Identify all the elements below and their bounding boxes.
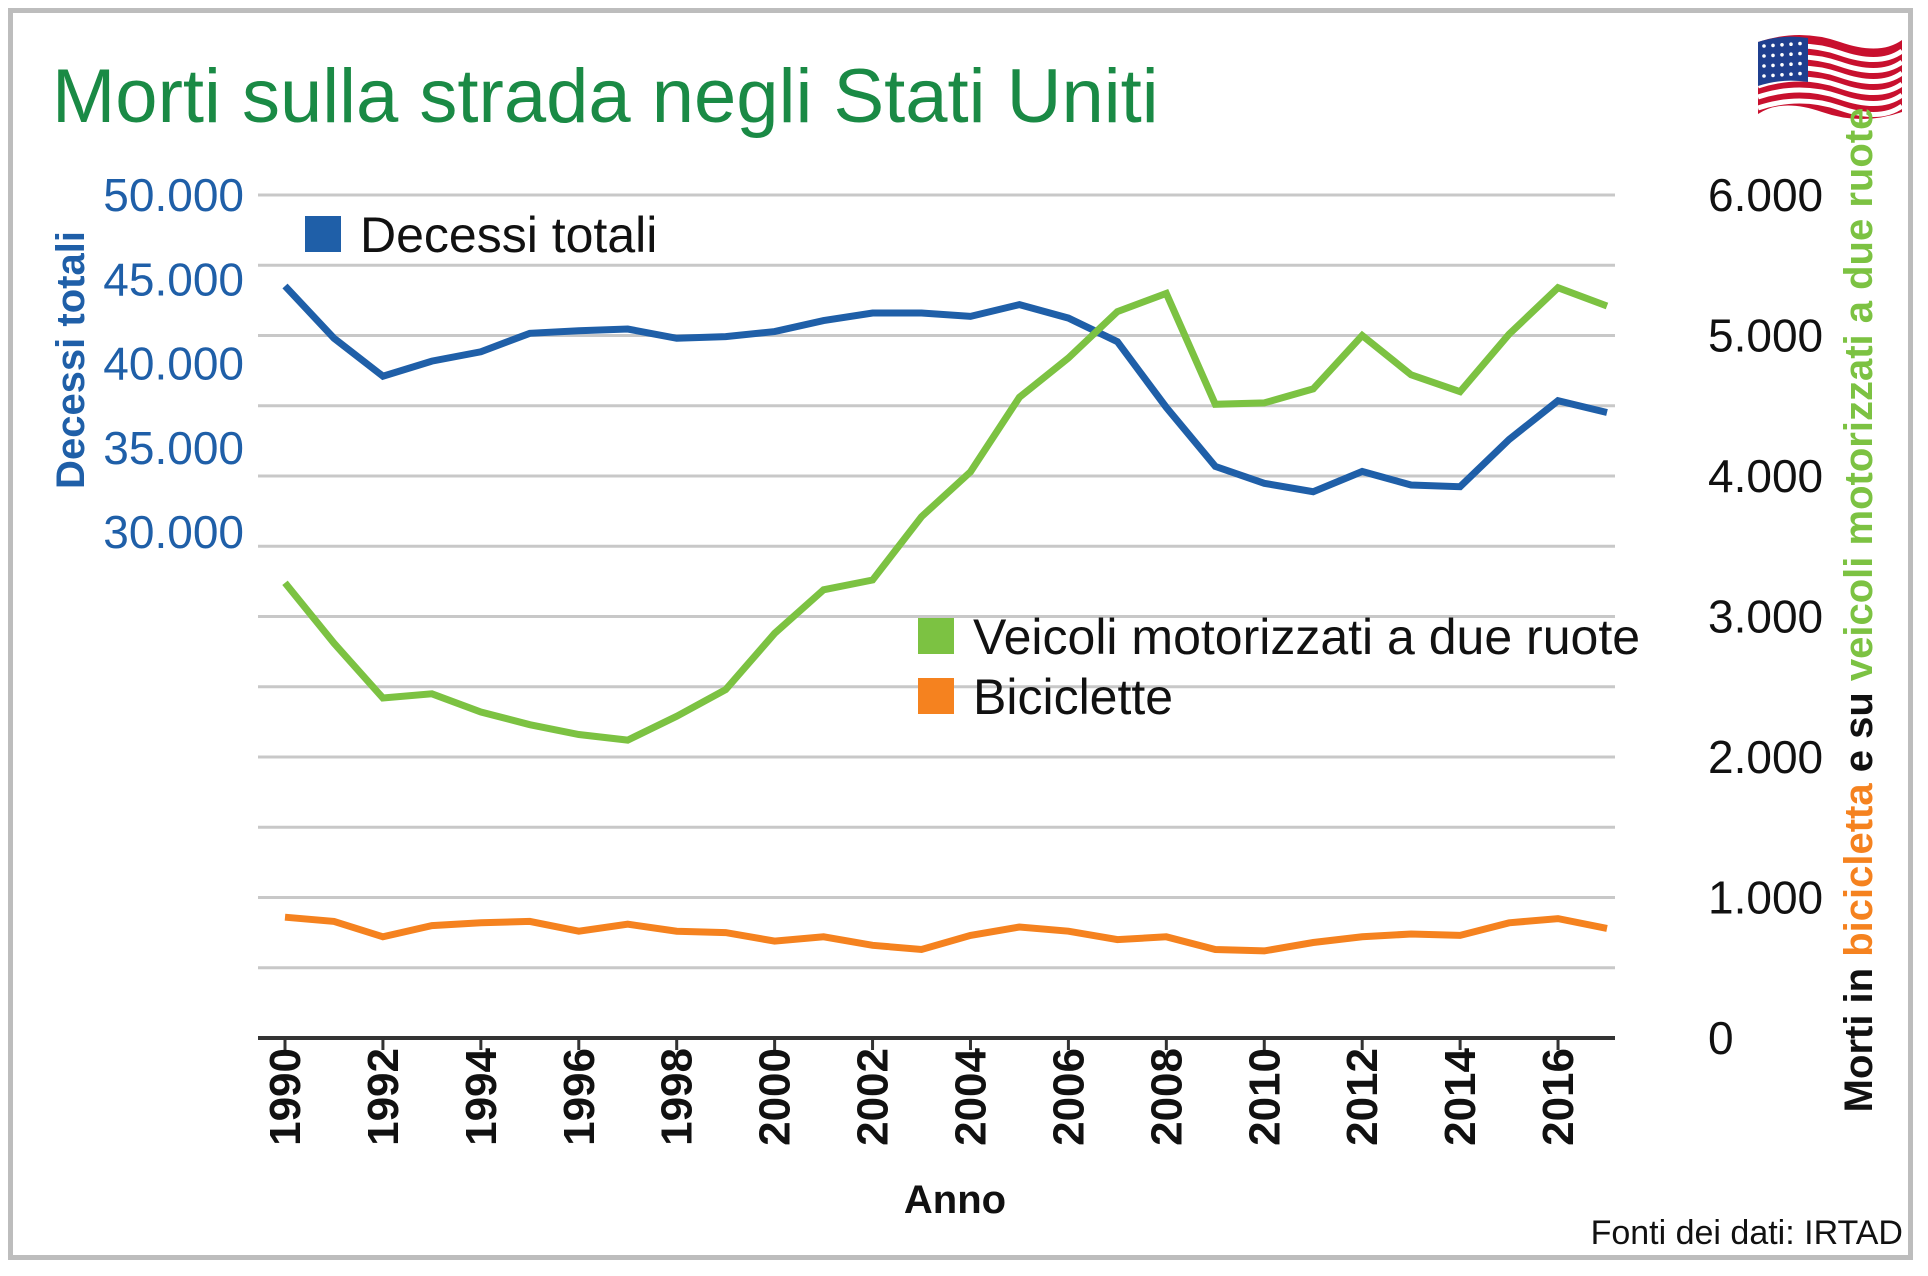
- right-axis-title-part-4: veicoli motorizzati a due ruote: [1837, 108, 1881, 681]
- x-tick-label: 1994: [457, 1047, 506, 1145]
- legend-swatch-bicycle: [918, 678, 954, 714]
- left-axis-title: Decessi totali: [49, 231, 93, 489]
- left-tick-label: 45.000: [103, 253, 244, 305]
- legend-swatch-total: [305, 216, 341, 252]
- series-line-motorcycle: [282, 283, 1609, 744]
- legend-label-bicycle: Biciclette: [973, 669, 1173, 725]
- left-tick-label: 50.000: [103, 169, 244, 221]
- x-tick-label: 2006: [1044, 1048, 1093, 1146]
- legend-label-motorcycle: Veicoli motorizzati a due ruote: [973, 609, 1640, 665]
- right-axis-title-part-3: e su: [1837, 681, 1881, 783]
- source-note: Fonti dei dati: IRTAD: [1591, 1214, 1903, 1252]
- flag-star: [1798, 51, 1802, 56]
- right-tick-label: 5.000: [1708, 310, 1823, 362]
- flag-star: [1798, 71, 1802, 76]
- flag-star: [1771, 43, 1775, 48]
- flag-star: [1771, 63, 1775, 68]
- flag-stripe: [1757, 98, 1904, 118]
- right-tick-label: 3.000: [1708, 591, 1823, 643]
- right-tick-label: 6.000: [1708, 169, 1823, 221]
- right-axis-title-part-2: bicicletta: [1837, 783, 1881, 957]
- flag-star: [1762, 44, 1766, 48]
- right-tick-label: 4.000: [1708, 450, 1823, 502]
- x-tick-label: 2000: [751, 1048, 800, 1146]
- flag-star: [1798, 41, 1802, 46]
- left-tick-label: 40.000: [103, 338, 244, 390]
- right-tick-label: 0: [1708, 1012, 1734, 1064]
- flag-star: [1789, 42, 1793, 46]
- series-line-total: [282, 283, 1608, 496]
- x-axis-ticks: 1990 1992 1994 1996 1998 2000 2002 2004 2006 2008…: [261, 1038, 1583, 1146]
- series-line-bicycle: [284, 913, 1608, 955]
- flag-star: [1798, 61, 1802, 66]
- x-tick-label: 1998: [653, 1048, 702, 1146]
- legend-label-total: Decessi totali: [360, 207, 657, 263]
- x-tick-label: 2002: [849, 1048, 898, 1146]
- x-tick-label: 2012: [1338, 1048, 1387, 1146]
- gridlines: [258, 193, 1615, 1040]
- x-axis-title: Anno: [904, 1178, 1006, 1222]
- x-tick-label: 2016: [1534, 1048, 1583, 1146]
- flag-star: [1789, 52, 1793, 56]
- x-tick-label: 1992: [359, 1048, 408, 1146]
- left-tick-label: 30.000: [103, 506, 244, 558]
- flag-star: [1771, 53, 1775, 58]
- flag-star: [1762, 54, 1766, 58]
- flag-star: [1789, 62, 1793, 66]
- flag-star: [1780, 63, 1784, 67]
- right-axis-title: Morti in bicicletta e su veicoli motoriz…: [1837, 108, 1881, 1113]
- series-lines: [282, 283, 1609, 955]
- flag-star: [1771, 73, 1775, 78]
- flag-star: [1780, 53, 1784, 57]
- x-tick-label: 2004: [946, 1047, 995, 1145]
- x-tick-label: 2008: [1142, 1048, 1191, 1146]
- chart-title: Morti sulla strada negli Stati Uniti: [52, 54, 1159, 139]
- flag-star: [1762, 64, 1766, 68]
- left-axis-ticks: 50.000 45.000 40.000 35.000 30.000: [103, 169, 244, 558]
- left-tick-label: 35.000: [103, 422, 244, 474]
- right-axis-ticks: 6.000 5.000 4.000 3.000 2.000 1.000 0: [1708, 169, 1823, 1064]
- x-tick-label: 2014: [1436, 1047, 1485, 1145]
- us-flag-icon: [1757, 35, 1904, 119]
- flag-star: [1762, 74, 1766, 78]
- x-tick-label: 1990: [261, 1048, 310, 1146]
- flag-star: [1789, 72, 1793, 76]
- flag-star: [1780, 73, 1784, 77]
- right-axis-title-part-1: Morti in: [1837, 957, 1881, 1113]
- legend-swatch-motorcycle: [918, 618, 954, 654]
- right-tick-label: 2.000: [1708, 731, 1823, 783]
- x-tick-label: 2010: [1240, 1048, 1289, 1146]
- flag-star: [1780, 43, 1784, 47]
- x-tick-label: 1996: [555, 1048, 604, 1146]
- flag-stripe: [1757, 87, 1904, 107]
- right-tick-label: 1.000: [1708, 872, 1823, 924]
